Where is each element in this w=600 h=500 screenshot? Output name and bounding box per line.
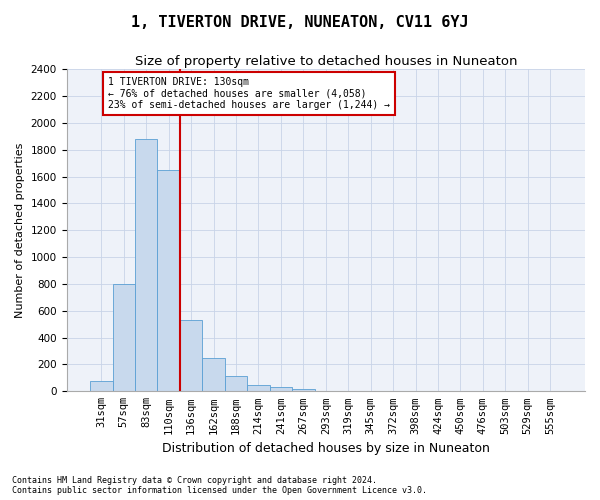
- Bar: [90, 381, 113, 392]
- X-axis label: Distribution of detached houses by size in Nuneaton: Distribution of detached houses by size …: [162, 442, 490, 455]
- Bar: [337, 390, 359, 392]
- Bar: [247, 384, 269, 392]
- Bar: [269, 388, 292, 392]
- Bar: [225, 376, 247, 392]
- Title: Size of property relative to detached houses in Nuneaton: Size of property relative to detached ho…: [134, 55, 517, 68]
- Bar: [202, 358, 225, 392]
- Bar: [113, 284, 135, 392]
- Bar: [157, 170, 180, 392]
- Text: 1, TIVERTON DRIVE, NUNEATON, CV11 6YJ: 1, TIVERTON DRIVE, NUNEATON, CV11 6YJ: [131, 15, 469, 30]
- Text: 1 TIVERTON DRIVE: 130sqm
← 76% of detached houses are smaller (4,058)
23% of sem: 1 TIVERTON DRIVE: 130sqm ← 76% of detach…: [108, 77, 390, 110]
- Bar: [180, 320, 202, 392]
- Bar: [314, 390, 337, 392]
- Bar: [135, 139, 157, 392]
- Bar: [292, 390, 314, 392]
- Text: Contains HM Land Registry data © Crown copyright and database right 2024.
Contai: Contains HM Land Registry data © Crown c…: [12, 476, 427, 495]
- Y-axis label: Number of detached properties: Number of detached properties: [15, 142, 25, 318]
